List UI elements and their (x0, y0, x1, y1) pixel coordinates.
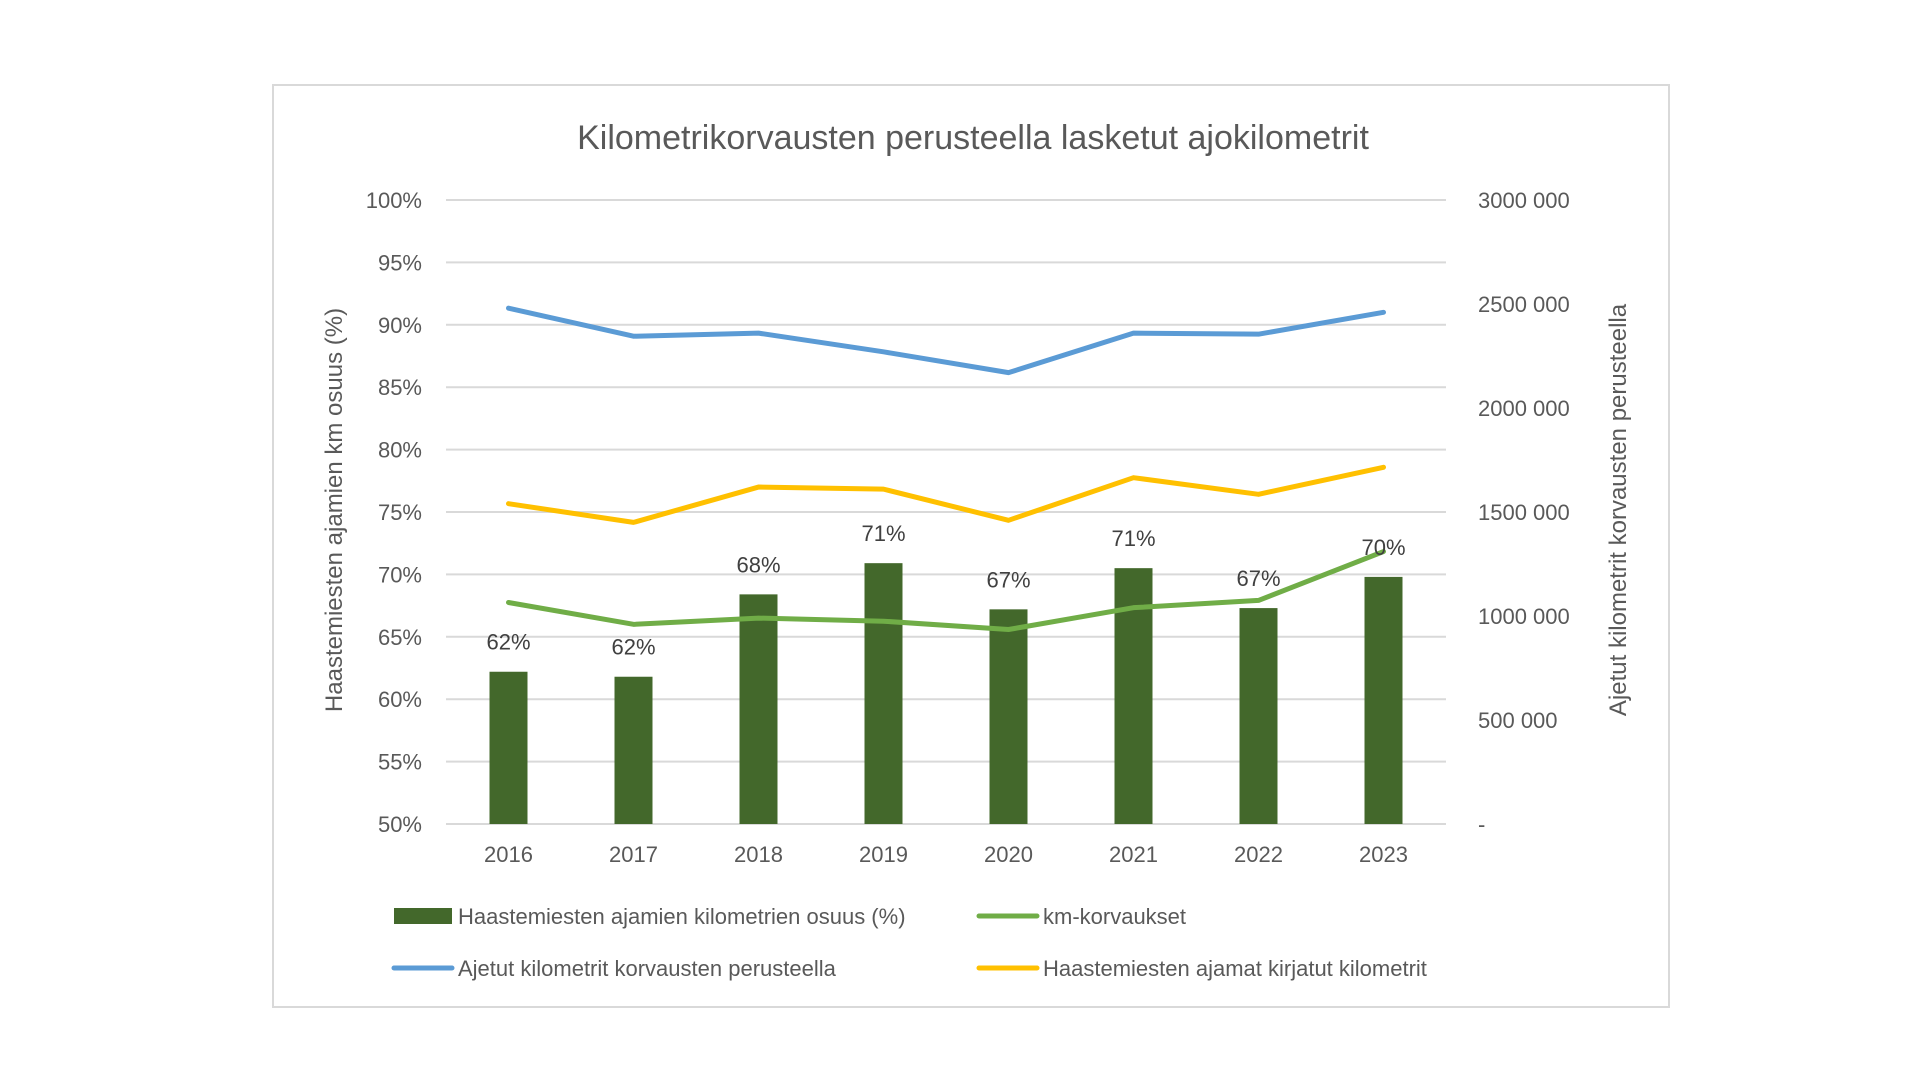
x-tick-label: 2020 (984, 842, 1033, 867)
series-line (506, 464, 1386, 525)
legend-swatch (394, 908, 452, 924)
bar (489, 671, 528, 824)
bar-data-label: 71% (1111, 526, 1155, 551)
bar-data-label: 62% (486, 630, 530, 655)
y-axis-right: - 500 000 1000 000 1500 000 2000 000 2500 000… (1478, 188, 1570, 837)
y-right-tick-label: 500 000 (1478, 708, 1558, 733)
bar-data-label: 71% (861, 521, 905, 546)
legend-label: Haastemiesten ajamien kilometrien osuus … (458, 904, 906, 929)
y-left-tick-label: 100% (366, 188, 422, 213)
y-right-tick-label: 2000 000 (1478, 396, 1570, 421)
chart-frame: Kilometrikorvausten perusteella lasketut… (272, 84, 1670, 1008)
legend-label: Haastemiesten ajamat kirjatut kilometrit (1043, 956, 1427, 981)
y-right-tick-label: 1500 000 (1478, 500, 1570, 525)
y-right-tick-label: 1000 000 (1478, 604, 1570, 629)
legend-label: km-korvaukset (1043, 904, 1186, 929)
x-tick-label: 2023 (1359, 842, 1408, 867)
y-axis-right-title: Ajetut kilometrit korvausten perusteella (1605, 303, 1632, 716)
x-tick-label: 2021 (1109, 842, 1158, 867)
bar (989, 609, 1028, 824)
y-left-tick-label: 85% (378, 375, 422, 400)
y-left-tick-label: 75% (378, 500, 422, 525)
data-labels: 62% 62% 68% 71% 67% 71% 67% 70% (486, 521, 1405, 660)
bar (614, 676, 653, 824)
y-right-tick-label: 2500 000 (1478, 292, 1570, 317)
y-left-tick-label: 80% (378, 438, 422, 463)
legend-label: Ajetut kilometrit korvausten perusteella (458, 956, 837, 981)
y-axis-left: 50% 55% 60% 65% 70% 75% 80% 85% 90% 95% 100% (366, 188, 422, 837)
chart-title: Kilometrikorvausten perusteella lasketut… (577, 119, 1369, 157)
y-left-tick-label: 95% (378, 250, 422, 275)
bar-series (489, 563, 1403, 824)
bar-data-label: 68% (736, 552, 780, 577)
bar (739, 594, 778, 824)
bar (864, 563, 903, 824)
bar-data-label: 62% (611, 635, 655, 660)
bar (1364, 576, 1403, 824)
y-left-tick-label: 90% (378, 313, 422, 338)
series-line (506, 549, 1386, 633)
y-left-tick-label: 60% (378, 687, 422, 712)
y-right-tick-label: - (1478, 812, 1485, 837)
x-tick-label: 2017 (609, 842, 658, 867)
bar-data-label: 67% (986, 567, 1030, 592)
y-left-tick-label: 70% (378, 562, 422, 587)
bar (1239, 608, 1278, 824)
line-series (506, 305, 1386, 633)
x-tick-label: 2018 (734, 842, 783, 867)
x-axis: 2016 2017 2018 2019 2020 2021 2022 2023 (484, 842, 1408, 867)
series-line (506, 305, 1386, 376)
bar-data-label: 70% (1361, 535, 1405, 560)
y-axis-left-title: Haastemiesten ajamien km osuus (%) (321, 308, 348, 712)
y-right-tick-label: 3000 000 (1478, 188, 1570, 213)
y-left-tick-label: 50% (378, 812, 422, 837)
gridlines (446, 199, 1446, 825)
bar-data-label: 67% (1236, 566, 1280, 591)
y-left-tick-label: 65% (378, 625, 422, 650)
x-tick-label: 2022 (1234, 842, 1283, 867)
y-left-tick-label: 55% (378, 750, 422, 775)
x-tick-label: 2019 (859, 842, 908, 867)
x-tick-label: 2016 (484, 842, 533, 867)
legend: Haastemiesten ajamien kilometrien osuus … (391, 904, 1427, 981)
chart-canvas: Kilometrikorvausten perusteella lasketut… (321, 119, 1632, 981)
